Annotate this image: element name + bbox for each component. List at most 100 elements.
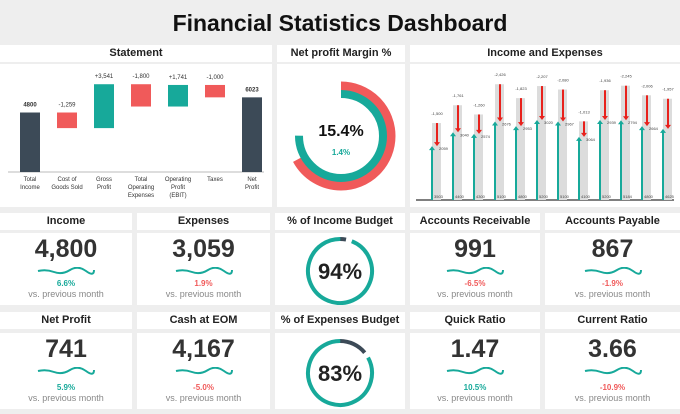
income-label: 5200 <box>539 194 549 199</box>
expense-arrowhead <box>518 122 524 127</box>
data-label: +1,741 <box>169 75 188 81</box>
kpi-change: 5.9% <box>56 383 76 392</box>
net-label: 2664 <box>649 126 659 131</box>
income-arrowhead <box>492 121 498 126</box>
total-bar <box>432 123 441 200</box>
kpi-title: Accounts Receivable <box>410 213 540 230</box>
expense-label: -1,013 <box>578 109 590 114</box>
expense-label: -1,936 <box>599 78 611 83</box>
net-label: 3040 <box>460 132 470 137</box>
kpi-value: 4,800 <box>34 235 98 263</box>
statement-panel: 4800 Total Income -1,259 Cost of Goods Sold +3… <box>0 64 272 207</box>
total-bar <box>558 89 567 200</box>
net-label: 2676 <box>502 122 512 127</box>
income-label: 4800 <box>644 194 654 199</box>
statement-header: Statement <box>0 45 272 62</box>
net-label: 2939 <box>607 120 617 125</box>
expense-label: -2,006 <box>641 83 653 88</box>
category-label: Gross Profit <box>96 177 112 191</box>
data-label: +3,541 <box>95 74 114 80</box>
total-bar <box>621 85 630 200</box>
kpi-caption: vs. previous month <box>165 289 242 299</box>
kpi-value: 741 <box>45 335 87 363</box>
category-label: Cost of Goods Sold <box>51 177 82 191</box>
gauge-value: 94% <box>318 259 362 284</box>
expense-label: -2,207 <box>536 74 548 79</box>
net-label: 2574 <box>481 134 491 139</box>
net-label: 3020 <box>544 120 554 125</box>
kpi-caption: vs. previous month <box>437 393 513 403</box>
income-arrowhead <box>555 121 561 126</box>
page-title: Financial Statistics Dashboard <box>172 10 508 36</box>
total-bar <box>642 95 651 200</box>
sparkline <box>446 267 504 275</box>
kpi-card: 94% <box>275 233 405 305</box>
inner-arc <box>295 90 387 182</box>
income-arrowhead <box>513 126 519 131</box>
net-label: 3064 <box>586 137 596 142</box>
expense-arrowhead <box>665 124 671 129</box>
net-label: 2953 <box>523 126 533 131</box>
income-label: 4625 <box>665 194 675 199</box>
sparkline <box>175 267 233 275</box>
npm-change: 1.4% <box>332 148 350 157</box>
gauge-value-arc <box>306 237 374 305</box>
kpi-card: 991 -6.5% vs. previous month <box>410 233 540 305</box>
income-arrowhead <box>618 120 624 125</box>
kpi-change: -6.5% <box>464 279 486 288</box>
npm-header: Net profit Margin % <box>277 45 405 62</box>
income-arrowhead <box>534 120 540 124</box>
income-expenses-panel: -1,500 3503 2059 -1,761 4400 3040 -1,260 4300 25… <box>410 64 680 207</box>
total-bar <box>495 84 504 200</box>
kpi-caption: vs. previous month <box>28 289 104 299</box>
category-label: Total Operating Expenses <box>128 177 154 199</box>
kpi-card: 1.47 10.5% vs. previous month <box>410 333 540 409</box>
income-label: 3503 <box>434 194 444 199</box>
expense-label: -2,245 <box>620 74 632 79</box>
waterfall-bar <box>131 84 151 107</box>
income-arrowhead <box>429 146 435 151</box>
expense-arrowhead <box>644 122 650 127</box>
gauge-value: 83% <box>318 361 362 386</box>
gauge-value-arc <box>306 339 374 407</box>
total-bar <box>453 105 462 200</box>
waterfall-bar <box>242 97 262 172</box>
expense-arrowhead <box>560 117 566 122</box>
income-label: 4400 <box>455 194 465 199</box>
expense-arrowhead <box>476 129 482 134</box>
category-label: Operating Profit (EBIT) <box>165 177 191 199</box>
income-arrowhead <box>597 120 603 124</box>
expense-arrowhead <box>497 117 503 122</box>
gauge: 94% <box>306 237 374 305</box>
sparkline <box>37 267 95 275</box>
expense-arrowhead <box>581 132 587 137</box>
kpi-title: Net Profit <box>0 312 132 329</box>
waterfall-bar <box>205 84 225 98</box>
total-bar <box>600 90 609 200</box>
gauge: 83% <box>306 339 374 407</box>
total-bar <box>516 98 525 200</box>
data-label: -1,000 <box>206 75 224 81</box>
kpi-change: 1.9% <box>194 279 213 288</box>
kpi-value: 4,167 <box>172 335 235 363</box>
category-label: Taxes <box>207 177 223 183</box>
data-label: 4800 <box>23 103 37 109</box>
income-label: 5200 <box>602 194 612 199</box>
kpi-title: Income <box>0 213 132 230</box>
waterfall-bar <box>168 84 188 107</box>
waterfall-bar <box>94 84 114 129</box>
kpi-value: 1.47 <box>450 335 500 363</box>
income-label: 4300 <box>476 194 486 199</box>
income-arrowhead <box>660 128 666 133</box>
kpi-caption: vs. previous month <box>574 289 651 299</box>
expense-arrowhead <box>602 116 608 120</box>
kpi-value: 867 <box>591 235 634 263</box>
kpi-title: Accounts Payable <box>545 213 680 230</box>
income-arrowhead <box>450 132 456 137</box>
expense-label: -1,500 <box>431 111 443 116</box>
kpi-value: 3,059 <box>172 235 235 263</box>
kpi-title: Quick Ratio <box>410 312 540 329</box>
expense-label: -1,957 <box>662 87 674 92</box>
expense-label: -1,761 <box>452 93 464 98</box>
expense-label: -1,823 <box>515 86 527 91</box>
